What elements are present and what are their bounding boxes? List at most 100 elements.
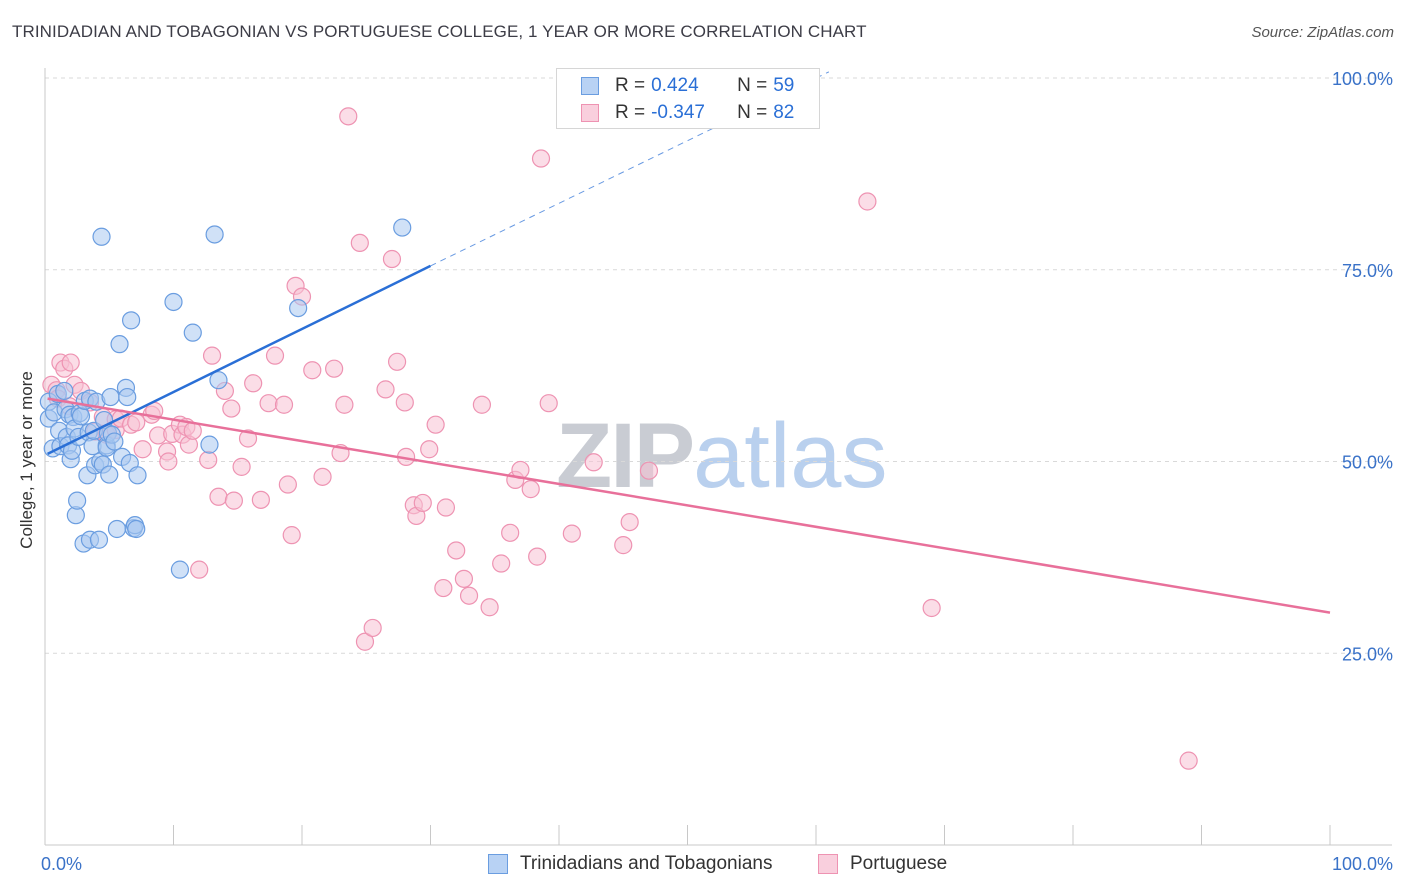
data-point-trinidadian [71,407,91,426]
data-point-trinidadian [170,560,190,579]
data-point-trinidadian [183,323,202,342]
data-point-portuguese [61,353,80,372]
chart-title: TRINIDADIAN AND TOBAGONIAN VS PORTUGUESE… [12,22,867,41]
data-point-portuguese [454,569,474,588]
data-point-trinidadian [209,371,228,390]
y-tick-label: 100.0% [1332,69,1393,89]
data-point-trinidadian [101,387,120,407]
data-point-portuguese [199,450,218,470]
data-point-portuguese [282,526,301,545]
trend-line-trinidadian [47,264,432,455]
data-point-portuguese [376,380,395,399]
bottom-legend-pink: Portuguese [818,851,947,877]
data-point-portuguese [335,395,354,414]
data-point-trinidadian [107,519,127,539]
legend-box: R = 0.424 N = 59 R = -0.347 N = 82 [556,68,820,129]
data-point-portuguese [459,586,479,605]
data-point-portuguese [426,415,445,434]
data-point-trinidadian [110,335,129,354]
data-point-portuguese [159,452,178,471]
y-tick-label: 25.0% [1342,644,1393,664]
data-point-portuguese [434,578,453,598]
data-point-portuguese [325,359,344,378]
data-point-portuguese [355,632,375,651]
data-point-portuguese [420,440,439,459]
data-point-portuguese [339,107,358,126]
legend-row-blue: R = 0.424 N = 59 [581,74,794,98]
data-point-portuguese [858,192,877,211]
data-point-portuguese [382,249,402,269]
data-point-trinidadian [105,432,124,451]
data-point-trinidadian [68,491,87,510]
data-point-portuguese [303,361,322,380]
legend-r-value: 0.424 [651,75,699,96]
data-point-portuguese [480,598,499,617]
data-point-portuguese [501,523,520,542]
legend-row-pink: R = -0.347 N = 82 [581,101,794,125]
data-point-trinidadian [164,292,183,312]
bottom-legend-label-blue: Trinidadians and Tobagonians [520,853,773,874]
data-point-trinidadian [127,519,146,539]
data-point-portuguese [614,536,633,555]
watermark-zip: ZIP [556,405,695,507]
data-point-trinidadian [100,465,119,484]
data-point-portuguese [1179,751,1198,770]
watermark: ZIPatlas [556,404,887,509]
y-tick-label: 50.0% [1342,453,1393,473]
data-point-portuguese [259,394,278,413]
data-point-portuguese [528,547,547,566]
data-point-portuguese [413,493,432,513]
data-point-portuguese [447,541,466,560]
data-point-trinidadian [289,299,308,318]
watermark-atlas: atlas [693,405,888,507]
data-point-portuguese [209,487,228,506]
legend-n-value: 59 [773,75,795,96]
bottom-legend-swatch-pink [818,854,838,874]
data-point-trinidadian [118,387,137,407]
data-point-portuguese [133,440,152,459]
legend-r-label: R = [615,102,646,123]
legend-r-value: -0.347 [651,102,705,123]
data-point-portuguese [222,399,241,418]
data-point-portuguese [278,475,297,494]
data-point-portuguese [363,618,382,638]
y-tick-label: 75.0% [1342,261,1393,281]
bottom-legend-label-pink: Portuguese [850,853,948,874]
data-point-portuguese [539,394,558,413]
data-point-trinidadian [393,218,412,237]
data-point-portuguese [224,491,243,510]
data-point-portuguese [531,149,551,168]
data-point-portuguese [584,453,603,472]
data-point-portuguese [127,413,146,432]
data-point-portuguese [436,498,456,517]
data-point-trinidadian [200,435,219,454]
data-point-portuguese [472,395,491,414]
x-tick-label: 0.0% [41,854,82,874]
data-point-portuguese [313,467,332,486]
data-point-trinidadian [128,466,147,485]
legend-swatch-blue [581,77,599,95]
data-point-portuguese [562,524,581,543]
data-point-portuguese [274,395,294,414]
data-point-portuguese [395,393,414,412]
trend-line-portuguese [47,397,1331,614]
legend-n-label: N = [737,75,768,96]
x-tick-label: 100.0% [1332,854,1393,874]
data-point-portuguese [387,352,407,371]
bottom-legend-swatch-blue [488,854,508,874]
data-point-portuguese [922,598,941,618]
legend-r-label: R = [615,75,646,96]
bottom-legend-blue: Trinidadians and Tobagonians [488,851,772,877]
data-point-trinidadian [92,227,111,246]
trend-line-trinidadian-extension [430,71,830,267]
data-point-portuguese [244,374,263,393]
data-point-trinidadian [205,225,224,244]
legend-n-label: N = [737,102,768,123]
data-point-portuguese [265,346,285,365]
legend-n-value: 82 [773,102,795,123]
data-point-portuguese [350,233,369,253]
data-point-portuguese [521,480,540,499]
data-point-trinidadian [89,530,109,549]
data-point-portuguese [251,490,270,509]
